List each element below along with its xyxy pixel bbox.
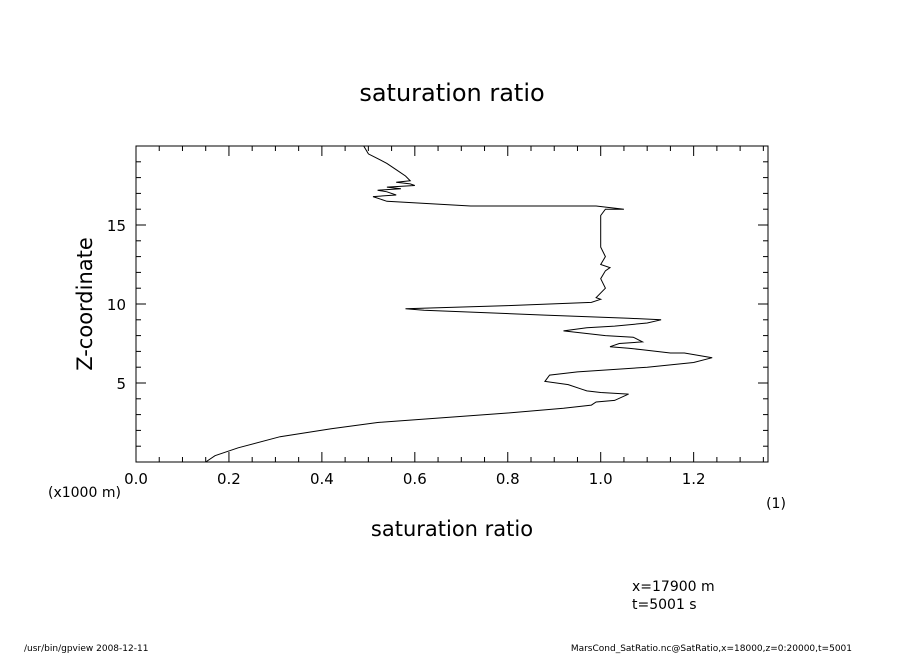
t-position-annotation: t=5001 s — [632, 597, 697, 613]
plot-frame — [135, 145, 769, 463]
y-tick-label: 10 — [107, 296, 126, 314]
series-line — [205, 145, 713, 463]
y-tick-label: 15 — [107, 217, 126, 235]
x-tick-labels: 0.0 0.2 0.4 0.6 0.8 1.0 1.2 — [124, 470, 706, 488]
y-tick-label: 5 — [116, 375, 126, 393]
y-axis-ticks — [136, 145, 768, 463]
x-tick-label: 1.2 — [682, 470, 706, 488]
y-tick-labels: 5 10 15 — [107, 217, 126, 393]
x-tick-label: 0.6 — [403, 470, 427, 488]
x-axis-unit: (1) — [766, 496, 786, 512]
chart-title: saturation ratio — [359, 79, 544, 107]
x-tick-label: 0.4 — [310, 470, 334, 488]
x-position-annotation: x=17900 m — [632, 579, 715, 595]
y-axis-label: Z-coordinate — [73, 237, 97, 371]
footer-left: /usr/bin/gpview 2008-12-11 — [24, 644, 148, 654]
x-axis-ticks — [135, 146, 764, 462]
x-tick-label: 0.8 — [496, 470, 520, 488]
y-axis-unit: (x1000 m) — [48, 485, 121, 501]
x-axis-label: saturation ratio — [371, 517, 533, 541]
x-tick-label: 0.0 — [124, 470, 148, 488]
x-tick-label: 1.0 — [589, 470, 613, 488]
footer-right: MarsCond_SatRatio.nc@SatRatio,x=18000,z=… — [571, 644, 852, 654]
x-tick-label: 0.2 — [217, 470, 241, 488]
